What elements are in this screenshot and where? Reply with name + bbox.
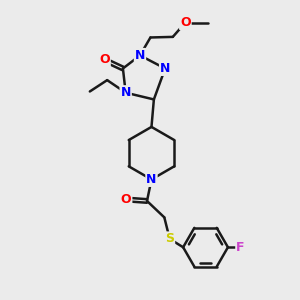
Text: N: N: [121, 86, 131, 99]
Text: O: O: [121, 193, 131, 206]
Text: N: N: [135, 49, 145, 62]
Text: O: O: [180, 16, 191, 29]
Text: S: S: [165, 232, 174, 245]
Text: F: F: [236, 241, 245, 254]
Text: N: N: [160, 62, 170, 75]
Text: O: O: [99, 53, 110, 66]
Text: N: N: [146, 173, 157, 186]
